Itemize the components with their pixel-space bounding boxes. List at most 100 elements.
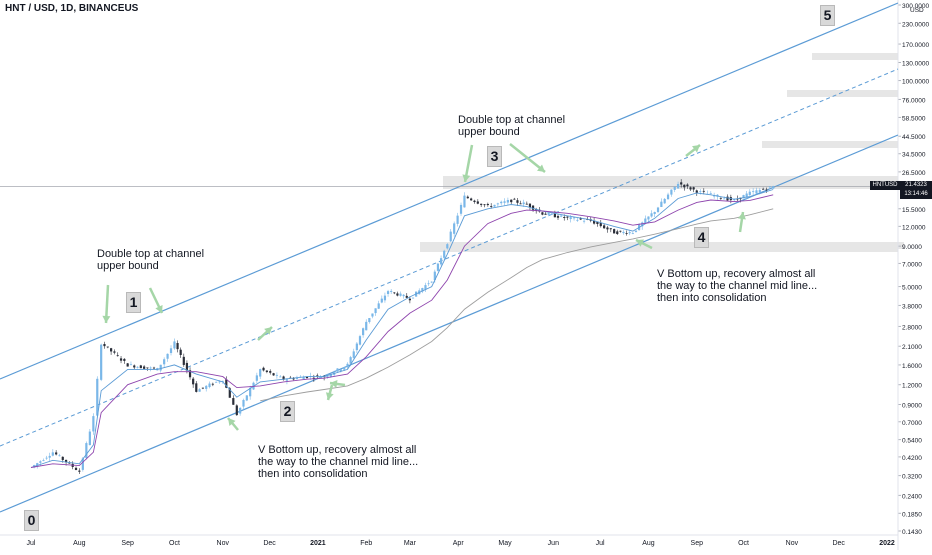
price-axis-label-23: 0.5400 [902,438,922,445]
wave-label-1: 1 [126,292,141,313]
candle-body [316,375,319,377]
candle-body [619,230,622,232]
candle-body [129,364,133,366]
candle-body [680,182,683,185]
annotation-double-top-3: Double top at channel upper bound [458,114,566,138]
candle-body [61,456,64,460]
candle-body [544,213,547,215]
candle-body [522,202,525,205]
last-price-label: 21.4323 [900,181,932,190]
candle-body [692,187,695,190]
candle-body [42,460,45,462]
wave-label-2: 2 [280,401,295,422]
candle-body [302,377,305,380]
candle-body [352,351,355,358]
candle-body [476,201,479,204]
candle-body [510,199,513,203]
candle-body [113,351,116,353]
candle-body [709,193,712,195]
candle-body [402,294,405,297]
candle-body [58,455,61,457]
price-axis-label-14: 7.0000 [902,261,922,268]
candle-body [39,461,42,463]
candle-body [355,343,358,351]
resistance-zone-2 [640,242,904,249]
candle-body [396,293,399,296]
candle-body [265,370,268,372]
candle-body [656,207,660,212]
wave-label-4: 4 [694,227,709,248]
candle-body [136,366,139,368]
annotation-arrow-10 [738,211,746,233]
candle-body [622,231,625,234]
channel-lower-line [0,134,899,513]
candle-body [553,213,556,218]
candle-body [362,328,365,336]
candle-body [192,378,195,385]
candle-body [634,230,638,232]
candle-body [719,197,722,199]
candle-body [473,200,476,203]
candle-body [752,191,755,193]
price-axis-label-13: 9.0000 [902,244,922,251]
candle-body [616,231,619,235]
candle-body [535,209,538,211]
candle-body [556,216,560,218]
annotation-arrow-2 [257,326,273,341]
candle-body [702,190,705,192]
candle-body [463,195,466,208]
candle-body [676,183,680,189]
candle-body [723,198,726,200]
candle-body [195,383,198,392]
candle-body [606,227,609,230]
candle-body [683,184,686,188]
annotation-v-bottom-4: V Bottom up, recovery almost all the way… [657,268,818,304]
candle-body [436,263,440,271]
price-axis-label-11: 15.5000 [902,207,926,214]
resistance-zone-4 [787,90,898,97]
candle-body [726,196,729,201]
candle-body [173,341,176,349]
candle-body [211,383,214,385]
candle-body [609,228,612,230]
candle-body [531,205,535,210]
candle-body [380,298,383,303]
candle-body [55,452,58,455]
time-axis-label-18: 2022 [879,540,895,547]
candle-body [116,355,119,357]
candle-body [443,250,446,258]
candle-body [563,216,566,218]
price-axis-label-25: 0.3200 [902,474,922,481]
price-axis-label-8: 34.5000 [902,152,926,159]
annotation-double-top-1: Double top at channel upper bound [97,248,205,272]
candle-body [513,198,516,200]
candle-body [599,222,602,227]
candle-body [666,194,670,200]
candle-body [596,221,599,225]
candle-body [736,198,739,200]
candle-body [166,353,169,359]
candle-body [755,190,758,194]
candle-body [374,308,377,314]
price-axis-label-0: 300.0000 [902,3,929,10]
candle-body [496,203,499,205]
candle-body [245,395,248,401]
candle-body [275,374,279,376]
candle-body [742,195,745,199]
candle-body [383,295,387,301]
candle-body [358,336,362,345]
candle-body [592,220,596,224]
candle-body [449,231,452,242]
time-axis-label-1: Aug [73,540,86,547]
candle-body [221,380,224,382]
candle-body [663,198,666,204]
candle-body [371,313,374,317]
candle-body [528,203,532,208]
candle-body [239,407,242,414]
time-axis-label-14: Sep [691,540,704,547]
candle-body [421,288,424,292]
candle-body [673,186,676,190]
candle-body [765,189,768,191]
